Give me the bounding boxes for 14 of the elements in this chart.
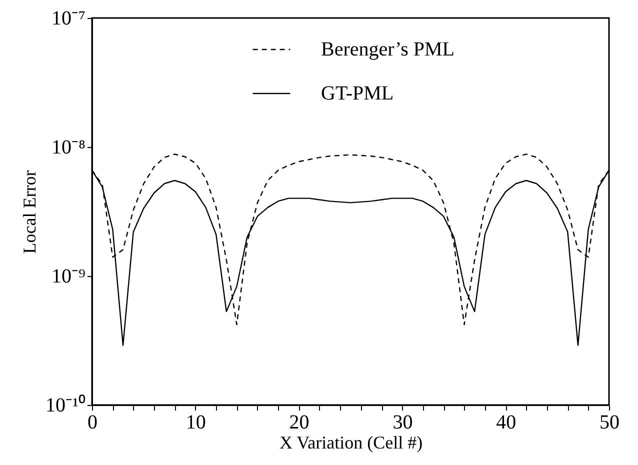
y-tick-label: 10⁻⁹ [52, 266, 86, 288]
y-tick-label: 10⁻⁷ [52, 8, 86, 30]
x-tick-label: 30 [392, 412, 413, 434]
x-tick-label: 0 [88, 412, 98, 434]
legend-label: Berenger’s PML [321, 38, 454, 60]
y-tick-label: 10⁻¹⁰ [46, 394, 86, 416]
x-tick-label: 50 [600, 412, 620, 434]
x-tick-label: 40 [496, 412, 516, 434]
x-tick-label: 20 [289, 412, 310, 434]
x-tick-label: 10 [186, 412, 206, 434]
legend-label: GT-PML [321, 82, 394, 104]
y-tick-label: 10⁻⁸ [52, 136, 86, 158]
x-axis-title: X Variation (Cell #) [279, 432, 423, 452]
y-axis-title: Local Error [20, 170, 40, 254]
